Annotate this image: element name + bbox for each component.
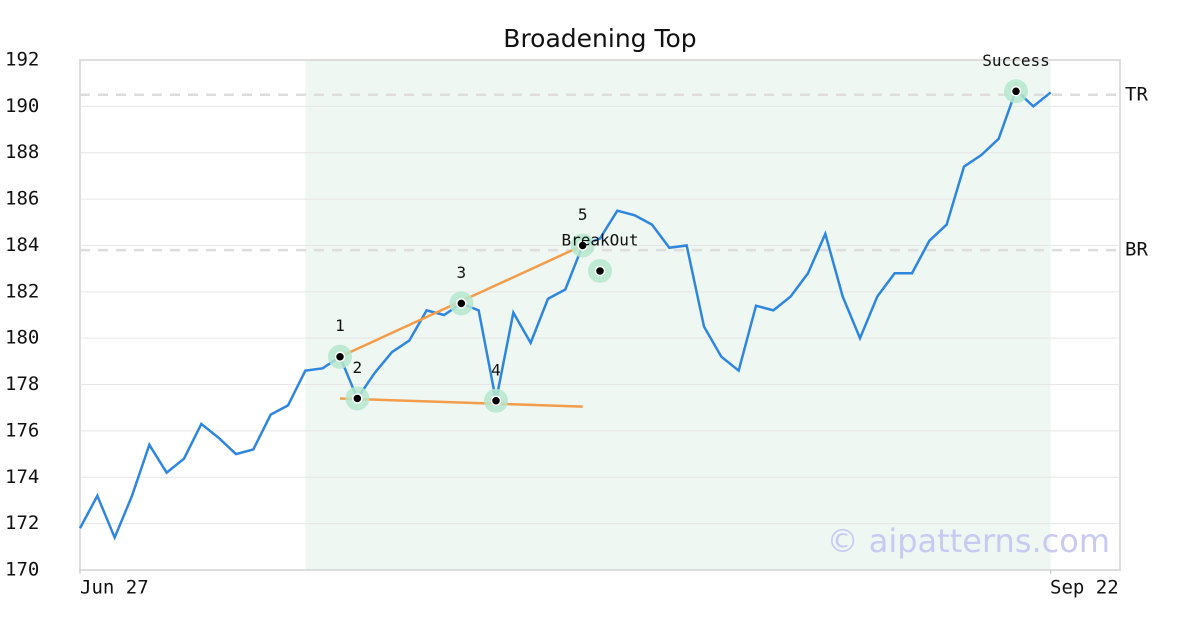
point-dot bbox=[1010, 86, 1022, 97]
point-dot bbox=[490, 395, 502, 407]
y-tick-label: 190 bbox=[5, 95, 39, 117]
y-tick-label: 172 bbox=[5, 512, 39, 534]
point-label: 3 bbox=[457, 263, 467, 282]
x-tick-label: Jun 27 bbox=[80, 577, 149, 599]
y-tick-label: 170 bbox=[5, 559, 39, 581]
y-tick-label: 180 bbox=[5, 327, 39, 349]
y-tick-label: 182 bbox=[5, 280, 39, 302]
plot-frame bbox=[79, 59, 1121, 571]
pattern-region bbox=[305, 60, 1051, 570]
point-label: 4 bbox=[491, 360, 501, 379]
level-label: BR bbox=[1125, 239, 1148, 261]
point-dot bbox=[456, 298, 467, 309]
point-dot bbox=[577, 240, 588, 251]
point-dot bbox=[594, 265, 606, 277]
point-label: 2 bbox=[353, 358, 363, 377]
watermark: © aipatterns.com bbox=[827, 522, 1110, 560]
point-dot bbox=[334, 351, 346, 362]
price-line bbox=[78, 87, 1052, 541]
trendline bbox=[339, 397, 583, 408]
x-tick-label: Sep 22 bbox=[1050, 577, 1119, 599]
y-tick-label: 178 bbox=[5, 373, 39, 395]
y-tick-label: 186 bbox=[5, 188, 39, 210]
point-label: 1 bbox=[335, 316, 345, 335]
chart-title: Broadening Top bbox=[503, 24, 696, 53]
point-label: Success bbox=[982, 51, 1049, 70]
y-tick-label: 192 bbox=[5, 49, 39, 71]
y-tick-label: 188 bbox=[5, 141, 39, 163]
y-tick-label: 176 bbox=[5, 419, 39, 441]
point-dot bbox=[352, 393, 363, 404]
point-label: BreakOut bbox=[561, 230, 638, 249]
y-tick-label: 184 bbox=[5, 234, 39, 256]
y-tick-label: 174 bbox=[5, 466, 39, 488]
level-label: TR bbox=[1125, 83, 1148, 105]
point-label: 5 bbox=[578, 205, 588, 224]
